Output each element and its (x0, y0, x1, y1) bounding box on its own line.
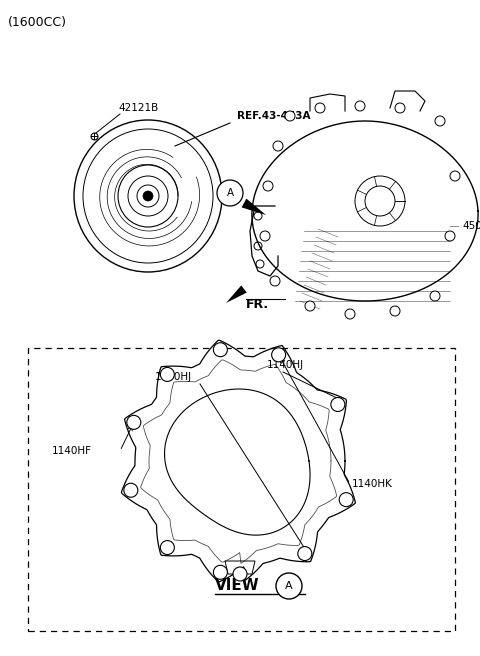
Polygon shape (241, 199, 266, 215)
Text: VIEW: VIEW (215, 579, 260, 594)
Text: 45000A: 45000A (462, 221, 480, 231)
Circle shape (450, 171, 460, 181)
Circle shape (260, 231, 270, 241)
Text: A: A (227, 188, 234, 198)
Text: A: A (285, 581, 293, 591)
Circle shape (298, 546, 312, 561)
Polygon shape (226, 285, 247, 303)
Circle shape (160, 367, 174, 381)
Text: 1140HF: 1140HF (52, 446, 92, 456)
Circle shape (263, 181, 273, 191)
Circle shape (339, 493, 353, 506)
Ellipse shape (143, 191, 153, 201)
Text: 42121B: 42121B (118, 103, 158, 113)
Circle shape (272, 348, 286, 362)
Circle shape (355, 101, 365, 111)
Circle shape (345, 309, 355, 319)
Circle shape (160, 541, 174, 554)
Text: 1140HJ: 1140HJ (267, 360, 304, 370)
Text: REF.43-453A: REF.43-453A (237, 111, 311, 121)
Circle shape (390, 306, 400, 316)
Circle shape (214, 565, 228, 579)
Circle shape (276, 573, 302, 599)
Circle shape (445, 231, 455, 241)
Bar (28, 348, 455, 631)
Circle shape (233, 567, 247, 581)
Text: FR.: FR. (246, 298, 269, 311)
Text: 1140HJ: 1140HJ (155, 372, 192, 382)
Circle shape (395, 103, 405, 113)
Circle shape (305, 301, 315, 311)
Circle shape (315, 103, 325, 113)
Text: 1140HK: 1140HK (352, 479, 393, 489)
Circle shape (285, 111, 295, 121)
Circle shape (430, 291, 440, 301)
Circle shape (124, 483, 138, 497)
Circle shape (217, 180, 243, 206)
Circle shape (214, 342, 228, 357)
Circle shape (273, 141, 283, 151)
Circle shape (127, 415, 141, 429)
Circle shape (331, 398, 345, 411)
Circle shape (270, 276, 280, 286)
Text: (1600CC): (1600CC) (8, 16, 67, 29)
Circle shape (435, 116, 445, 126)
